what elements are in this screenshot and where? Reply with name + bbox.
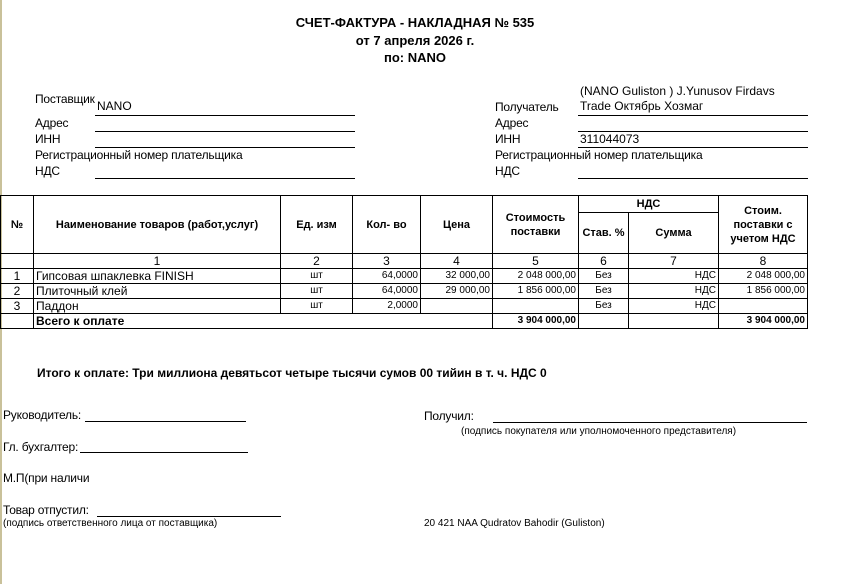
recipient-line (578, 115, 808, 116)
col-number: 5 (492, 253, 579, 269)
row-name: Паддон (33, 298, 281, 314)
accountant-signature-line (80, 452, 248, 453)
accountant-label: Гл. бухгалтер: (3, 440, 79, 454)
released-label: Товар отпустил: (3, 503, 89, 517)
row-unit: шт (280, 283, 353, 299)
recipient-reg-label: Регистрационный номер плательщика (495, 148, 703, 162)
recipient-address-line (578, 131, 808, 132)
row-unit: шт (280, 268, 353, 284)
header-rate: Став. % (578, 212, 629, 254)
row-unit: шт (280, 298, 353, 314)
table-row: 1 Гипсовая шпаклевка FINISH шт 64,0000 3… (0, 268, 808, 284)
released-caption: (подпись ответственного лица от поставщи… (3, 518, 218, 529)
header-cost: Стоимость поставки (492, 195, 579, 254)
recipient-value-line2: Trade Октябрь Хозмаг (580, 99, 704, 113)
recipient-nds-line (578, 178, 808, 179)
column-numbers-row: 1 2 3 4 5 6 7 8 (0, 253, 808, 269)
document-title: СЧЕТ-ФАКТУРА - НАКЛАДНАЯ № 535 (295, 15, 535, 30)
row-num: 3 (0, 298, 34, 314)
agent-name: 20 421 NAA Qudratov Bahodir (Guliston) (424, 518, 605, 529)
supplier-reg-label: Регистрационный номер плательщика (35, 148, 243, 162)
recipient-inn-value: 311044073 (580, 132, 640, 146)
col-number: 3 (352, 253, 421, 269)
row-cost: 1 856 000,00 (492, 283, 579, 299)
total-cost: 3 904 000,00 (492, 313, 579, 329)
table-subheader-row: Став. % Сумма (1, 212, 808, 254)
supplier-address-line (95, 131, 355, 132)
row-rate: Без (578, 283, 629, 299)
recipient-label: Получатель (495, 100, 559, 114)
table-row: 3 Паддон шт 2,0000 Без НДС (0, 298, 808, 314)
row-price (420, 298, 493, 314)
document-date: от 7 апреля 2026 г. (355, 33, 475, 48)
total-empty (0, 313, 34, 329)
row-num: 1 (0, 268, 34, 284)
row-price: 32 000,00 (420, 268, 493, 284)
header-qty: Кол- во (352, 195, 421, 254)
supplier-value: NANO (97, 99, 132, 113)
col-number: 6 (578, 253, 629, 269)
invoice-table: № Наименование товаров (работ,услуг) Ед.… (0, 195, 808, 329)
document-by: по: NANO (383, 50, 446, 65)
supplier-nds-label: НДС (35, 164, 60, 178)
released-signature-line (97, 516, 281, 517)
stamp-label: М.П(при наличи (3, 471, 90, 485)
summary-text: Итого к оплате: Три миллиона девятьсот ч… (37, 366, 547, 380)
row-sum: НДС (628, 298, 719, 314)
header-total: Стоим. поставки с учетом НДС (718, 195, 808, 254)
header-num: № (0, 195, 34, 254)
supplier-nds-line (95, 178, 355, 179)
row-total: 2 048 000,00 (718, 268, 808, 284)
received-label: Получил: (424, 409, 474, 423)
row-cost: 2 048 000,00 (492, 268, 579, 284)
col-number: 2 (280, 253, 353, 269)
recipient-address-label: Адрес (495, 116, 529, 130)
row-name: Плиточный клей (33, 283, 281, 299)
row-qty: 64,0000 (352, 268, 421, 284)
header-unit: Ед. изм (280, 195, 353, 254)
recipient-inn-label: ИНН (495, 132, 521, 146)
row-sum: НДС (628, 268, 719, 284)
header-nds: НДС (578, 195, 719, 213)
total-rate-empty (578, 313, 629, 329)
row-sum: НДС (628, 283, 719, 299)
col-number: 7 (628, 253, 719, 269)
recipient-nds-label: НДС (495, 164, 520, 178)
row-rate: Без (578, 268, 629, 284)
row-qty: 64,0000 (352, 283, 421, 299)
row-total (718, 298, 808, 314)
supplier-inn-line (95, 147, 355, 148)
supplier-line (95, 115, 355, 116)
received-caption: (подпись покупателя или уполномоченного … (461, 426, 737, 437)
row-rate: Без (578, 298, 629, 314)
supplier-label: Поставщик (35, 92, 95, 106)
table-row: 2 Плиточный клей шт 64,0000 29 000,00 1 … (0, 283, 808, 299)
director-signature-line (85, 421, 246, 422)
total-sum-empty (628, 313, 719, 329)
recipient-value-line1: (NANO Guliston ) J.Yunusov Firdavs (580, 84, 775, 98)
total-with-nds: 3 904 000,00 (718, 313, 808, 329)
col-number: 4 (420, 253, 493, 269)
row-price: 29 000,00 (420, 283, 493, 299)
row-total: 1 856 000,00 (718, 283, 808, 299)
row-qty: 2,0000 (352, 298, 421, 314)
col-number: 8 (718, 253, 808, 269)
header-name: Наименование товаров (работ,услуг) (33, 195, 281, 254)
received-signature-line (493, 422, 807, 423)
director-label: Руководитель: (3, 408, 82, 422)
total-label: Всего к оплате (33, 313, 493, 329)
recipient-inn-line (578, 147, 808, 148)
table-total-row: Всего к оплате 3 904 000,00 3 904 000,00 (0, 313, 808, 329)
row-num: 2 (0, 283, 34, 299)
supplier-inn-label: ИНН (35, 132, 61, 146)
supplier-address-label: Адрес (35, 116, 69, 130)
row-cost (492, 298, 579, 314)
col-number-empty (0, 253, 34, 269)
table-header-row: № Наименование товаров (работ,услуг) Ед.… (0, 195, 808, 254)
col-number: 1 (33, 253, 281, 269)
header-sum: Сумма (628, 212, 719, 254)
row-name: Гипсовая шпаклевка FINISH (33, 268, 281, 284)
header-price: Цена (420, 195, 493, 254)
